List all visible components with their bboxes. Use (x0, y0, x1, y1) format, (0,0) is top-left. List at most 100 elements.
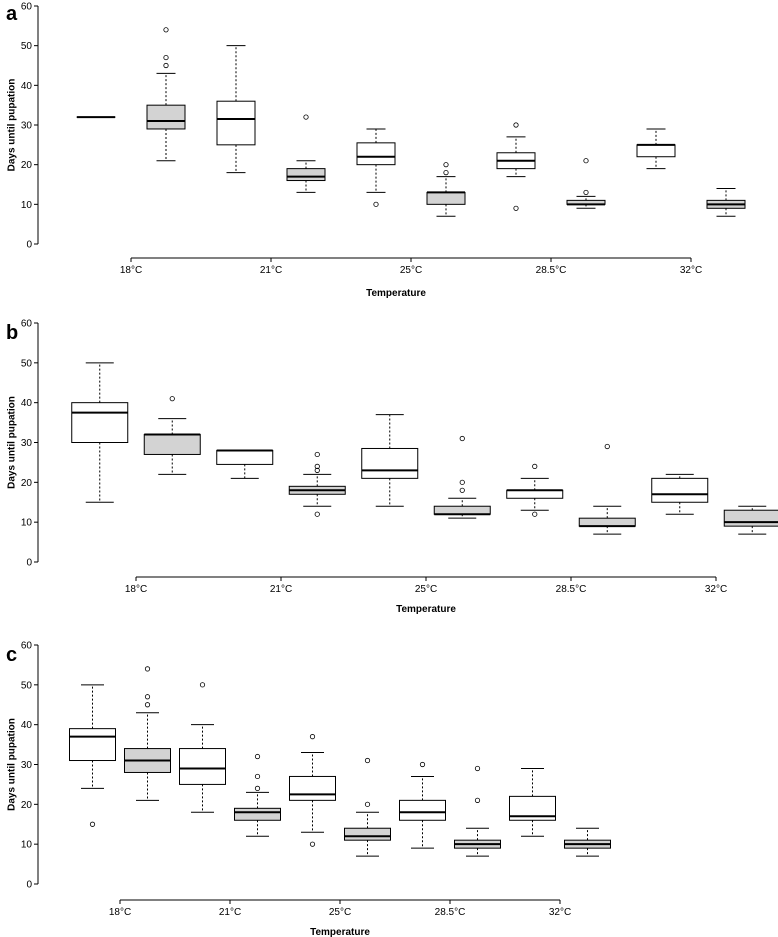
outlier-point (309, 734, 316, 740)
box-group (433, 435, 491, 519)
y-tick-label: 50 (21, 358, 33, 369)
x-category-label: 25°C (400, 265, 422, 276)
y-tick-label: 10 (21, 840, 33, 851)
box-group (71, 362, 129, 503)
box-group (506, 463, 564, 517)
outlier-point (314, 467, 320, 473)
outlier-point (314, 511, 320, 517)
box-iqr (286, 168, 326, 182)
x-category-label: 32°C (705, 584, 727, 595)
outlier-point (163, 62, 169, 69)
outlier-point (583, 189, 589, 196)
x-axis-title: Temperature (366, 288, 426, 299)
outlier-point (604, 443, 610, 450)
box-group (289, 734, 336, 847)
box-group (509, 767, 556, 837)
panel-label: a (6, 3, 18, 25)
outlier-point (89, 821, 96, 827)
outlier-point (474, 765, 481, 772)
box-iqr (344, 827, 391, 841)
y-tick-label: 60 (21, 641, 33, 652)
outlier-point (513, 205, 519, 211)
x-category-label: 18°C (125, 584, 147, 595)
box-group (496, 122, 536, 211)
box-iqr (399, 799, 446, 821)
y-tick-label: 10 (21, 200, 33, 211)
x-axis-title: Temperature (310, 927, 370, 937)
box-group (566, 158, 606, 209)
y-tick-label: 0 (26, 558, 32, 569)
y-tick-label: 30 (21, 438, 33, 449)
box-iqr (426, 191, 466, 205)
box-group (651, 473, 709, 515)
y-tick-label: 20 (21, 160, 33, 171)
box-iqr (578, 517, 636, 527)
outlier-point (144, 666, 151, 672)
outlier-point (419, 761, 426, 768)
panel-label: c (6, 644, 17, 666)
box-iqr (506, 489, 564, 499)
x-category-label: 18°C (109, 907, 131, 918)
outlier-point (459, 435, 465, 442)
box-group (286, 114, 326, 193)
y-tick-label: 30 (21, 760, 33, 771)
box-group (636, 128, 676, 170)
outlier-point (373, 201, 379, 207)
box-iqr (179, 748, 226, 785)
box-iqr (636, 144, 676, 158)
outlier-point (459, 479, 465, 485)
x-category-label: 32°C (680, 265, 702, 276)
box-iqr (71, 402, 129, 443)
y-axis-title: Days until pupation (6, 396, 17, 489)
outlier-point (144, 702, 151, 708)
x-category-label: 25°C (329, 907, 351, 918)
y-tick-label: 10 (21, 518, 33, 529)
chart-panel-b: b 0 10 20 30 40 50 60 Days until pupation 18°C 21°… (6, 319, 778, 615)
outlier-point (532, 511, 538, 517)
y-tick-label: 0 (26, 240, 32, 251)
outlier-point (309, 841, 316, 847)
x-category-label: 28.5°C (435, 907, 466, 918)
box-iqr (509, 795, 556, 821)
y-tick-label: 50 (21, 41, 33, 52)
box-group (69, 684, 116, 827)
y-tick-label: 50 (21, 680, 33, 691)
outlier-point (254, 785, 261, 792)
box-iqr (234, 807, 281, 821)
outlier-point (314, 463, 320, 469)
box-group (179, 682, 226, 813)
chart-panel-a: a 0 10 20 30 40 50 60 Days until pupation 18°C 21°… (6, 2, 746, 299)
outlier-point (474, 797, 481, 803)
box-iqr (216, 100, 256, 146)
box-iqr (146, 104, 186, 130)
y-tick-label: 20 (21, 800, 33, 811)
box-group (578, 443, 636, 535)
box-iqr (651, 477, 709, 503)
y-tick-label: 20 (21, 478, 33, 489)
y-tick-label: 40 (21, 720, 33, 731)
box-group (361, 414, 419, 507)
box-iqr (433, 505, 491, 515)
outlier-point (443, 170, 449, 176)
box-iqr (289, 775, 336, 801)
outlier-point (303, 114, 309, 120)
x-category-label: 32°C (549, 907, 571, 918)
x-category-label: 28.5°C (536, 265, 567, 276)
outlier-point (199, 682, 206, 688)
x-category-label: 21°C (219, 907, 241, 918)
y-tick-label: 0 (26, 880, 32, 891)
x-category-label: 18°C (120, 265, 142, 276)
box-group (564, 827, 611, 857)
x-category-label: 28.5°C (556, 584, 587, 595)
box-group (234, 753, 281, 837)
outlier-point (314, 451, 320, 458)
outlier-point (163, 54, 169, 61)
y-axis-title: Days until pupation (6, 79, 17, 172)
panel-label: b (6, 322, 18, 344)
box-group (706, 187, 746, 217)
box-group (216, 45, 256, 174)
outlier-point (532, 463, 538, 469)
outlier-point (443, 162, 449, 168)
box-group (344, 757, 391, 857)
y-tick-label: 60 (21, 2, 33, 13)
